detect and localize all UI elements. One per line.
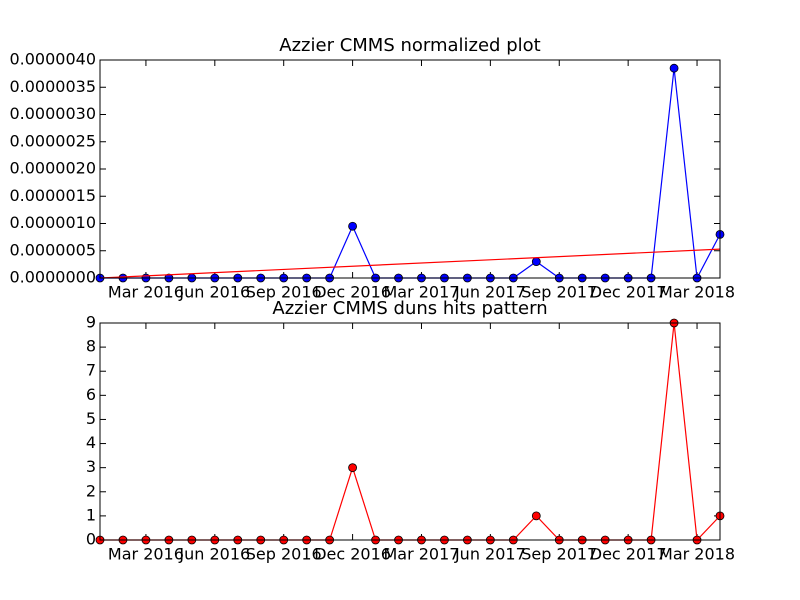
x-tick-label: Sep 2017 — [521, 545, 597, 564]
y-tick-label: 0.0000035 — [9, 77, 96, 96]
y-tick-label: 1 — [86, 505, 96, 524]
y-tick-label: 0.0000005 — [9, 240, 96, 259]
data-line — [99, 248, 721, 279]
data-point — [531, 257, 541, 267]
axes-frame — [99, 59, 721, 279]
chart-title: Azzier CMMS normalized plot — [279, 35, 540, 56]
x-tick-label: Jun 2016 — [178, 283, 250, 302]
y-tick-label: 9 — [86, 313, 96, 332]
x-tick-label: Mar 2016 — [108, 283, 184, 302]
x-tick-label: Mar 2017 — [383, 545, 459, 564]
y-tick-label: 0.0000040 — [9, 50, 96, 69]
data-point — [669, 63, 679, 73]
y-tick-label: 0.0000020 — [9, 159, 96, 178]
x-tick-label: Dec 2016 — [314, 545, 391, 564]
y-tick-label: 0 — [86, 530, 96, 549]
x-tick-label: Sep 2016 — [246, 545, 322, 564]
data-point — [348, 463, 357, 473]
y-tick-label: 2 — [86, 481, 96, 500]
data-point — [531, 511, 541, 521]
x-tick-label: Dec 2016 — [314, 283, 391, 302]
y-tick-label: 8 — [86, 337, 96, 356]
data-line — [100, 68, 721, 281]
y-tick-label: 0.0000000 — [9, 268, 96, 287]
y-tick-label: 0.0000025 — [9, 131, 96, 150]
data-point — [348, 221, 357, 231]
data-line — [100, 322, 721, 542]
x-tick-label: Mar 2016 — [108, 545, 184, 564]
y-tick-label: 0.0000030 — [9, 104, 96, 123]
x-tick-label: Sep 2017 — [521, 283, 597, 302]
x-tick-label: Mar 2017 — [383, 283, 459, 302]
x-tick-label: Mar 2018 — [659, 283, 735, 302]
y-tick-label: 0.0000010 — [9, 213, 96, 232]
x-tick-label: Dec 2017 — [590, 545, 667, 564]
y-tick-label: 5 — [86, 409, 96, 428]
x-tick-label: Jun 2016 — [178, 545, 250, 564]
y-tick-label: 6 — [86, 385, 96, 404]
y-tick-label: 0.0000015 — [9, 186, 96, 205]
y-tick-label: 7 — [86, 361, 96, 380]
axes-frame — [99, 322, 721, 541]
x-tick-label: Jun 2017 — [454, 545, 526, 564]
x-tick-label: Sep 2016 — [246, 283, 322, 302]
y-tick-label: 3 — [86, 457, 96, 476]
y-tick-label: 4 — [86, 433, 96, 452]
x-tick-label: Jun 2017 — [454, 283, 526, 302]
x-tick-label: Dec 2017 — [590, 283, 667, 302]
x-tick-label: Mar 2018 — [659, 545, 735, 564]
chart-title: Azzier CMMS duns hits pattern — [272, 298, 547, 319]
